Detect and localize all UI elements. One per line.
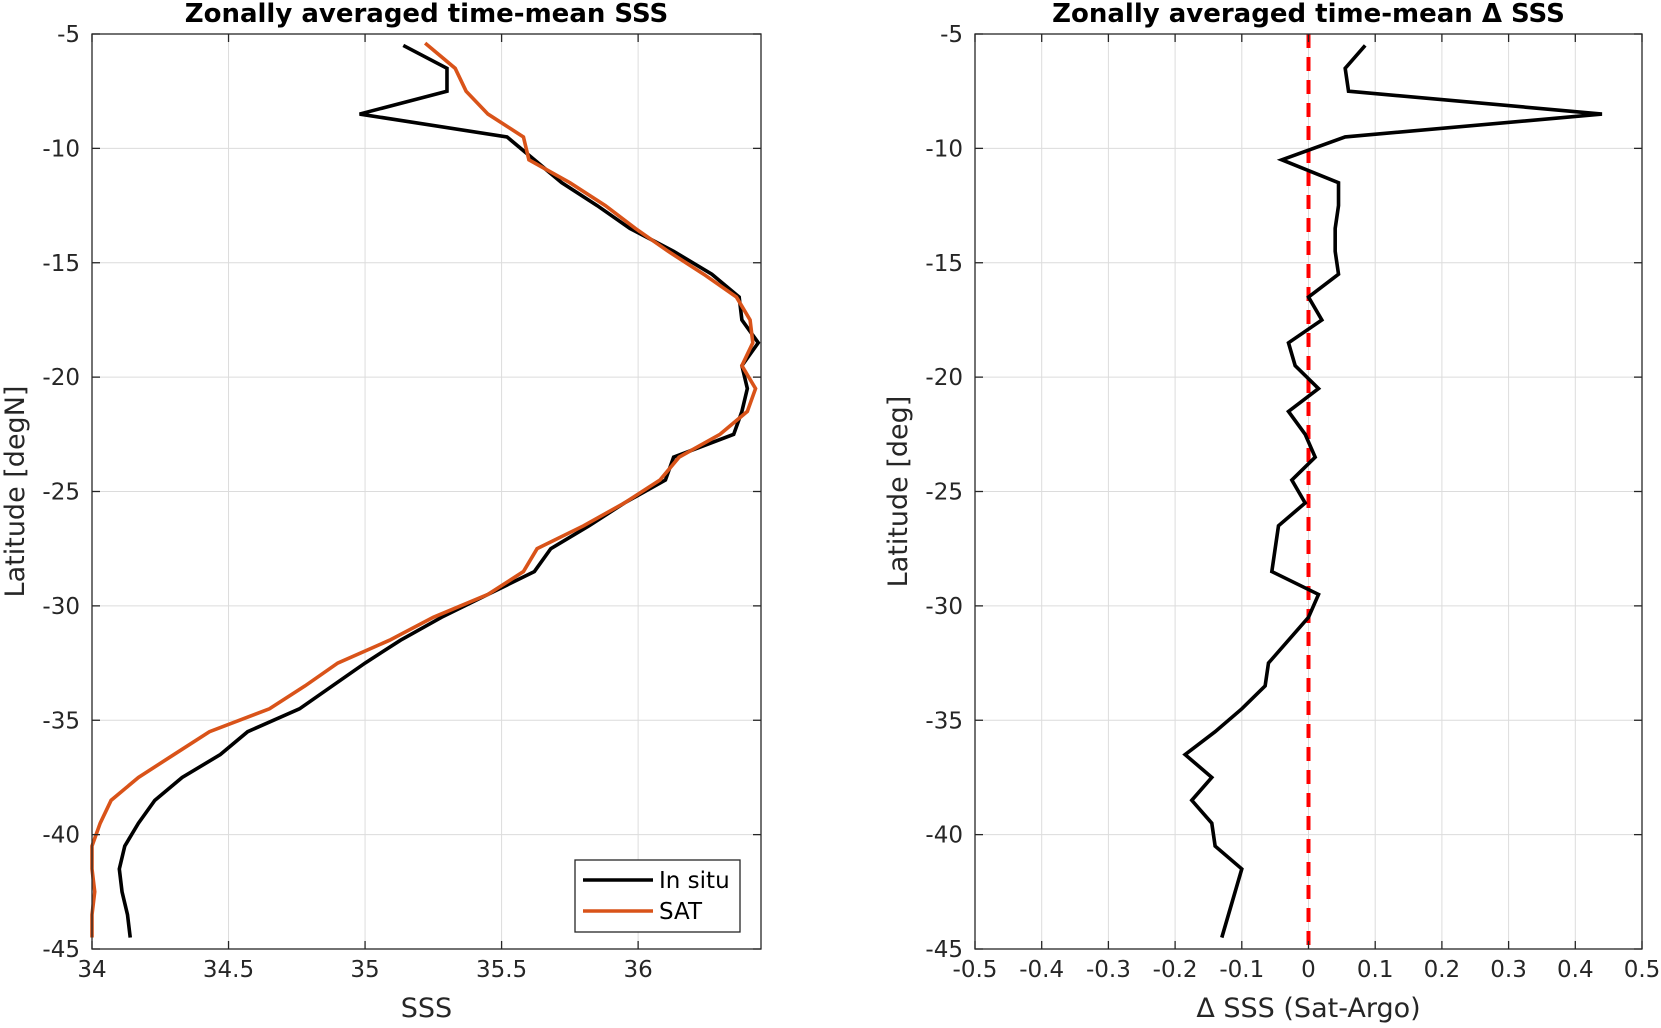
x-axis-label: SSS (401, 993, 452, 1024)
x-tick-label: 0.2 (1424, 957, 1461, 983)
x-tick-label: 35 (350, 957, 379, 983)
y-tick-label: -20 (925, 365, 963, 391)
y-tick-label: -30 (42, 594, 80, 620)
legend-label: SAT (659, 899, 703, 925)
y-tick-label: -30 (925, 594, 963, 620)
y-tick-label: -35 (42, 708, 80, 734)
y-tick-label: -15 (925, 251, 963, 277)
x-tick-label: 0.4 (1557, 957, 1594, 983)
x-tick-label: -0.2 (1153, 957, 1198, 983)
x-tick-label: 36 (623, 957, 652, 983)
y-tick-label: -40 (925, 823, 963, 849)
series-line (1182, 44, 1603, 939)
chart-title: Zonally averaged time-mean Δ SSS (1052, 0, 1565, 29)
y-axis-label: Latitude [degN] (0, 386, 31, 598)
y-tick-label: -5 (940, 22, 963, 48)
legend-label: In situ (659, 868, 730, 894)
y-tick-label: -25 (925, 480, 963, 506)
delta-sss-panel: -0.5 -0.4 -0.3 -0.2 -0.1 0 0.1 0.2 0.3 0.4 0.5 -5 -1… (883, 0, 1660, 1024)
sss-panel: 34 34.5 35 35.5 36 -5 -10 -15 -20 -25 -30 -35 -40 -45… (0, 0, 762, 1024)
x-tick-label: 0 (1301, 957, 1316, 983)
x-tick-label: -0.1 (1219, 957, 1264, 983)
x-tick-label: 0.3 (1490, 957, 1527, 983)
y-tick-label: -40 (42, 823, 80, 849)
x-tick-label: 0.1 (1357, 957, 1394, 983)
y-axis-label: Latitude [deg] (883, 396, 914, 588)
y-tick-label: -15 (42, 251, 80, 277)
legend: In situ SAT (574, 859, 741, 933)
x-tick-label: 34.5 (203, 957, 254, 983)
series-line-sat (90, 41, 758, 938)
y-tick-label: -45 (925, 937, 963, 963)
legend-box (574, 859, 741, 933)
y-tick-label: -25 (42, 480, 80, 506)
y-tick-label: -10 (42, 136, 80, 162)
chart-title: Zonally averaged time-mean SSS (185, 0, 669, 29)
y-tick-label: -45 (42, 937, 80, 963)
x-axis-label: Δ SSS (Sat-Argo) (1196, 993, 1420, 1024)
x-tick-label: -0.3 (1086, 957, 1131, 983)
y-tick-label: -20 (42, 365, 80, 391)
x-tick-label: 0.5 (1624, 957, 1661, 983)
x-tick-label: 34 (77, 957, 106, 983)
y-tick-label: -35 (925, 708, 963, 734)
y-tick-label: -5 (57, 22, 80, 48)
y-tick-label: -10 (925, 136, 963, 162)
x-tick-label: 35.5 (476, 957, 527, 983)
x-tick-label: -0.5 (953, 957, 998, 983)
x-tick-label: -0.4 (1019, 957, 1064, 983)
